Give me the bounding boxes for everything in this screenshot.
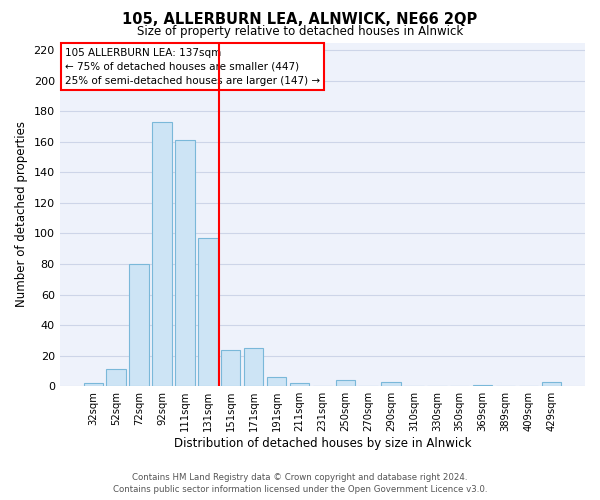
Bar	[290, 383, 309, 386]
Bar	[175, 140, 194, 386]
Bar	[198, 238, 218, 386]
Bar	[542, 382, 561, 386]
Text: 105 ALLERBURN LEA: 137sqm
← 75% of detached houses are smaller (447)
25% of semi: 105 ALLERBURN LEA: 137sqm ← 75% of detac…	[65, 48, 320, 86]
Bar	[83, 383, 103, 386]
Text: 105, ALLERBURN LEA, ALNWICK, NE66 2QP: 105, ALLERBURN LEA, ALNWICK, NE66 2QP	[122, 12, 478, 28]
Bar	[267, 377, 286, 386]
Bar	[152, 122, 172, 386]
Text: Contains HM Land Registry data © Crown copyright and database right 2024.
Contai: Contains HM Land Registry data © Crown c…	[113, 472, 487, 494]
Bar	[130, 264, 149, 386]
Bar	[335, 380, 355, 386]
Bar	[382, 382, 401, 386]
Text: Size of property relative to detached houses in Alnwick: Size of property relative to detached ho…	[137, 24, 463, 38]
Bar	[473, 384, 493, 386]
Bar	[106, 370, 126, 386]
Y-axis label: Number of detached properties: Number of detached properties	[15, 122, 28, 308]
Bar	[221, 350, 241, 386]
X-axis label: Distribution of detached houses by size in Alnwick: Distribution of detached houses by size …	[173, 437, 471, 450]
Bar	[244, 348, 263, 386]
